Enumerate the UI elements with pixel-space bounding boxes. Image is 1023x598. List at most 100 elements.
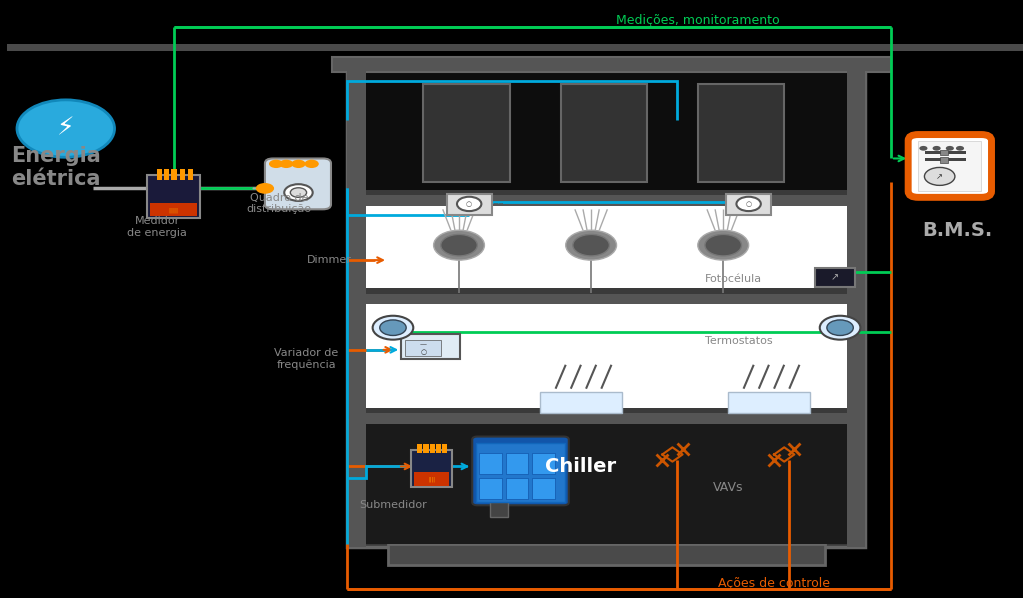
Text: Submedidor: Submedidor (359, 501, 427, 510)
Bar (347, 195, 865, 206)
FancyBboxPatch shape (908, 135, 991, 197)
Bar (7, 44, 1023, 51)
Bar (940, 150, 947, 155)
Circle shape (946, 146, 953, 151)
Bar (388, 544, 825, 565)
Circle shape (925, 167, 954, 185)
Bar (776, 448, 793, 460)
Circle shape (920, 146, 928, 151)
Bar (940, 157, 947, 163)
Circle shape (705, 234, 742, 256)
Text: ○: ○ (466, 201, 473, 207)
Text: ||||: |||| (428, 476, 435, 482)
Circle shape (292, 160, 306, 168)
Text: Ações de controle: Ações de controle (718, 576, 830, 590)
Bar (147, 175, 199, 218)
Bar (417, 444, 422, 453)
Bar (489, 502, 507, 517)
Bar (814, 268, 855, 287)
Bar (365, 299, 847, 408)
Circle shape (380, 320, 406, 335)
Circle shape (305, 160, 319, 168)
Bar (447, 194, 491, 215)
Bar (365, 200, 847, 288)
Bar (436, 444, 441, 453)
Bar (411, 450, 452, 487)
Bar (664, 448, 680, 460)
Bar (347, 294, 865, 304)
Circle shape (284, 184, 313, 201)
Circle shape (737, 197, 761, 211)
Text: Variador de
frequência: Variador de frequência (274, 347, 339, 370)
Bar (347, 413, 865, 424)
Bar (532, 453, 554, 474)
Circle shape (372, 316, 413, 340)
Bar (430, 444, 435, 453)
Bar (424, 444, 429, 453)
Text: ⚡: ⚡ (57, 117, 75, 141)
Text: Fotocélula: Fotocélula (705, 274, 762, 284)
Bar (158, 169, 163, 180)
Circle shape (434, 230, 485, 260)
Bar (172, 169, 177, 180)
Text: Energia
elétrica: Energia elétrica (10, 146, 100, 189)
Text: B.M.S.: B.M.S. (922, 221, 992, 240)
Bar (424, 84, 509, 182)
Circle shape (933, 146, 941, 151)
Bar (847, 63, 865, 547)
Text: ○: ○ (746, 201, 752, 207)
Bar (698, 84, 785, 182)
Bar (532, 478, 554, 499)
Circle shape (457, 197, 482, 211)
Circle shape (955, 146, 964, 151)
Bar (150, 203, 196, 216)
Text: ↗: ↗ (831, 273, 839, 282)
Text: Dimmer: Dimmer (307, 255, 351, 265)
Bar (332, 57, 891, 72)
Text: VAVs: VAVs (713, 481, 744, 494)
Text: Medidor
de energia: Medidor de energia (127, 216, 187, 238)
Bar (442, 444, 447, 453)
Circle shape (573, 234, 610, 256)
Bar (187, 169, 192, 180)
Text: Termostatos: Termostatos (705, 336, 772, 346)
Circle shape (827, 320, 853, 335)
Bar (165, 169, 170, 180)
Bar (540, 392, 622, 413)
Bar (180, 169, 184, 180)
Bar (505, 453, 528, 474)
Circle shape (279, 160, 294, 168)
Text: —
○: — ○ (420, 341, 427, 355)
Bar (926, 151, 966, 154)
Bar (365, 72, 847, 190)
Text: ↗: ↗ (936, 172, 943, 181)
Bar (926, 158, 966, 161)
Circle shape (698, 230, 749, 260)
Bar (505, 478, 528, 499)
Bar (561, 84, 647, 182)
Text: ⌐¬: ⌐¬ (492, 201, 503, 207)
Bar (728, 392, 809, 413)
Circle shape (269, 160, 283, 168)
Circle shape (566, 230, 617, 260)
Text: |||||: ||||| (169, 207, 178, 213)
Bar (919, 141, 981, 191)
Circle shape (291, 188, 307, 197)
Bar (347, 63, 365, 547)
FancyBboxPatch shape (265, 158, 331, 209)
Bar (401, 334, 460, 359)
Bar (365, 419, 847, 544)
Bar (414, 472, 449, 486)
Text: ⌐¬: ⌐¬ (771, 201, 783, 207)
Bar (480, 453, 501, 474)
Bar (347, 63, 865, 547)
Circle shape (256, 183, 274, 194)
Bar (477, 443, 565, 502)
FancyBboxPatch shape (473, 437, 569, 505)
Text: Quadro de
distribuição: Quadro de distribuição (247, 193, 312, 214)
Bar (726, 194, 771, 215)
Bar (480, 478, 501, 499)
Text: Chiller: Chiller (545, 457, 617, 476)
Circle shape (17, 100, 115, 157)
Circle shape (441, 234, 478, 256)
